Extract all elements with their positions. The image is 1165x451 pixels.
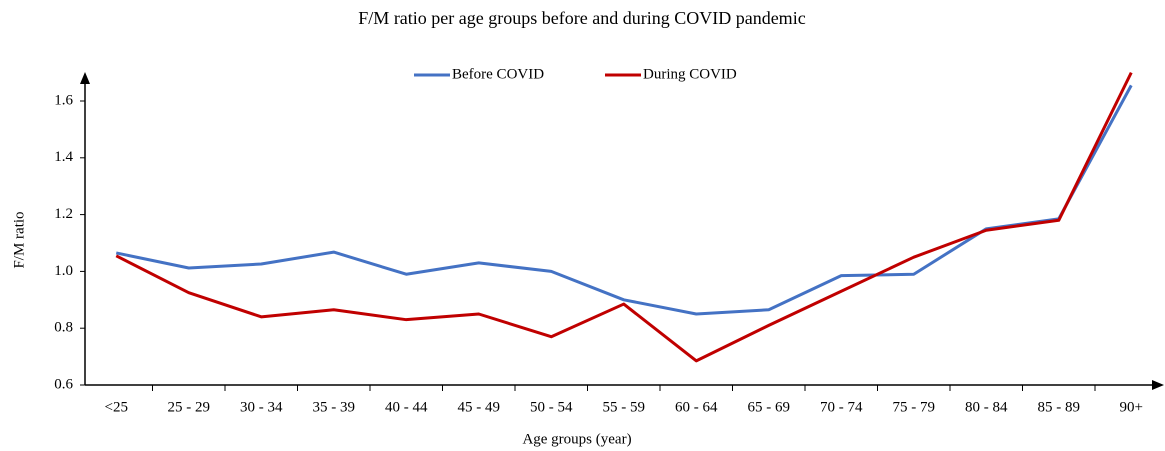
y-tick-label: 1.6 <box>54 92 73 108</box>
x-tick-label: 30 - 34 <box>240 399 283 415</box>
y-tick-label: 1.2 <box>54 206 73 222</box>
y-tick-label: 0.8 <box>54 320 73 336</box>
x-tick-label: 60 - 64 <box>675 399 718 415</box>
x-tick-label: 35 - 39 <box>313 399 356 415</box>
series-line <box>115 71 1133 363</box>
x-tick-label: 75 - 79 <box>893 399 936 415</box>
x-tick-label: 85 - 89 <box>1038 399 1081 415</box>
x-axis-arrow <box>1152 380 1164 390</box>
x-tick-label: 90+ <box>1120 399 1143 415</box>
x-tick-label: 40 - 44 <box>385 399 428 415</box>
y-tick-label: 1.4 <box>54 149 73 165</box>
y-axis-arrow <box>80 72 90 84</box>
legend-label: During COVID <box>643 66 737 82</box>
x-tick-label: 45 - 49 <box>458 399 501 415</box>
y-tick-label: 1.0 <box>54 263 73 279</box>
x-tick-label: 50 - 54 <box>530 399 573 415</box>
legend-label: Before COVID <box>452 66 544 82</box>
y-axis-label: F/M ratio <box>11 211 27 268</box>
y-tick-label: 0.6 <box>54 376 73 392</box>
x-axis-label: Age groups (year) <box>522 431 631 447</box>
x-tick-label: 80 - 84 <box>965 399 1008 415</box>
series-line <box>115 84 1133 316</box>
x-tick-label: <25 <box>105 399 128 415</box>
x-tick-label: 70 - 74 <box>820 399 863 415</box>
x-tick-label: 25 - 29 <box>168 399 211 415</box>
x-tick-label: 65 - 69 <box>748 399 791 415</box>
chart-title: F/M ratio per age groups before and duri… <box>358 8 805 28</box>
x-tick-label: 55 - 59 <box>603 399 646 415</box>
